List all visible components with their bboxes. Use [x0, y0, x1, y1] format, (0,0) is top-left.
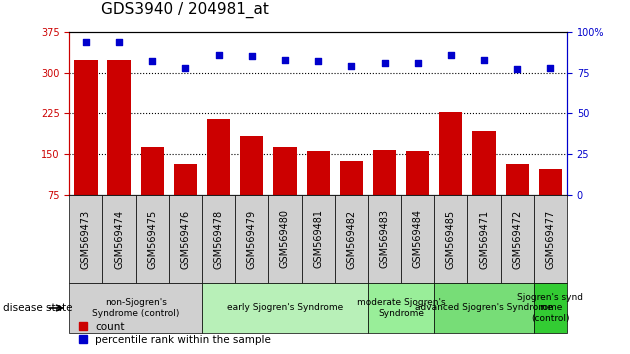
- Bar: [434, 195, 467, 283]
- Bar: [207, 119, 230, 235]
- Point: [280, 57, 290, 62]
- Bar: [506, 164, 529, 235]
- Text: disease state: disease state: [3, 303, 72, 313]
- Point: [413, 60, 423, 65]
- Bar: [434, 283, 534, 333]
- Text: non-Sjogren's
Syndrome (control): non-Sjogren's Syndrome (control): [92, 298, 180, 318]
- Bar: [135, 195, 169, 283]
- Text: GDS3940 / 204981_at: GDS3940 / 204981_at: [101, 1, 268, 18]
- Text: GSM569485: GSM569485: [446, 209, 456, 269]
- Text: moderate Sjogren's
Syndrome: moderate Sjogren's Syndrome: [357, 298, 445, 318]
- Point: [446, 52, 456, 57]
- Bar: [368, 283, 434, 333]
- Bar: [103, 195, 135, 283]
- Text: advanced Sjogren's Syndrome: advanced Sjogren's Syndrome: [415, 303, 553, 313]
- Bar: [501, 195, 534, 283]
- Text: GSM569481: GSM569481: [313, 210, 323, 268]
- Point: [479, 57, 489, 62]
- Bar: [539, 169, 562, 235]
- Text: early Sjogren's Syndrome: early Sjogren's Syndrome: [227, 303, 343, 313]
- Bar: [302, 195, 335, 283]
- Bar: [273, 148, 297, 235]
- Bar: [406, 151, 429, 235]
- Bar: [534, 283, 567, 333]
- Text: GSM569476: GSM569476: [180, 209, 190, 269]
- Bar: [268, 195, 302, 283]
- Text: GSM569475: GSM569475: [147, 209, 158, 269]
- Bar: [174, 164, 197, 235]
- Bar: [472, 131, 496, 235]
- Text: GSM569472: GSM569472: [512, 209, 522, 269]
- Point: [313, 58, 323, 64]
- Legend: count, percentile rank within the sample: count, percentile rank within the sample: [74, 317, 275, 349]
- Bar: [69, 283, 202, 333]
- Bar: [202, 195, 235, 283]
- Bar: [401, 195, 434, 283]
- Text: GSM569480: GSM569480: [280, 210, 290, 268]
- Point: [180, 65, 190, 70]
- Bar: [169, 195, 202, 283]
- Bar: [439, 112, 462, 235]
- Bar: [235, 195, 268, 283]
- Point: [546, 65, 556, 70]
- Text: GSM569478: GSM569478: [214, 209, 224, 269]
- Point: [247, 53, 257, 59]
- Bar: [307, 151, 329, 235]
- Bar: [368, 195, 401, 283]
- Bar: [140, 147, 164, 235]
- Bar: [108, 60, 130, 235]
- Text: GSM569471: GSM569471: [479, 209, 489, 269]
- Point: [346, 63, 357, 69]
- Bar: [202, 283, 368, 333]
- Bar: [467, 195, 501, 283]
- Text: GSM569482: GSM569482: [346, 209, 357, 269]
- Bar: [335, 195, 368, 283]
- Point: [81, 39, 91, 45]
- Text: Sjogren's synd
rome
(control): Sjogren's synd rome (control): [517, 293, 583, 323]
- Bar: [373, 150, 396, 235]
- Bar: [74, 60, 98, 235]
- Bar: [534, 195, 567, 283]
- Point: [147, 58, 158, 64]
- Bar: [69, 195, 103, 283]
- Point: [512, 67, 522, 72]
- Point: [214, 52, 224, 57]
- Text: GSM569473: GSM569473: [81, 209, 91, 269]
- Bar: [240, 136, 263, 235]
- Text: GSM569474: GSM569474: [114, 209, 124, 269]
- Point: [379, 60, 389, 65]
- Text: GSM569479: GSM569479: [247, 209, 257, 269]
- Text: GSM569483: GSM569483: [379, 210, 389, 268]
- Point: [114, 39, 124, 45]
- Text: GSM569477: GSM569477: [546, 209, 556, 269]
- Text: GSM569484: GSM569484: [413, 210, 423, 268]
- Bar: [340, 160, 363, 235]
